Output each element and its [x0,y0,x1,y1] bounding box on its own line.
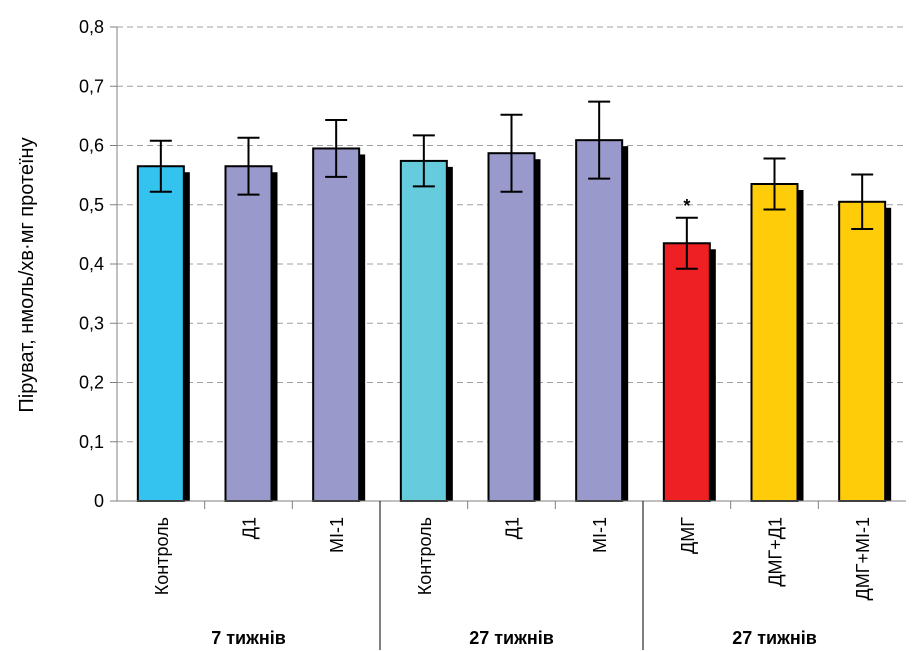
category-label: Контроль [152,517,172,595]
category-label: МІ-1 [327,517,347,553]
bar [662,242,711,502]
bar [750,183,799,502]
y-tick-label: 0 [94,491,104,511]
bar [224,165,273,503]
bar [399,159,448,502]
bar [312,147,361,502]
category-label: Контроль [415,517,435,595]
y-tick-label: 0,7 [79,76,104,96]
bar [487,152,536,502]
category-label: ДМГ+Д1 [766,517,786,587]
category-label: МІ-1 [590,517,610,553]
significance-marker: * [683,196,690,216]
y-tick-label: 0,2 [79,373,104,393]
group-label: 27 тижнів [469,628,554,648]
bar [575,139,624,502]
y-tick-label: 0,1 [79,432,104,452]
y-tick-label: 0,3 [79,313,104,333]
bar [838,200,887,502]
category-label: Д1 [240,517,260,539]
y-tick-label: 0,5 [79,195,104,215]
group-label: 7 тижнів [211,628,286,648]
y-tick-label: 0,4 [79,254,104,274]
group-label: 27 тижнів [732,628,817,648]
category-label: ДМГ [678,517,698,554]
y-axis-title: Піруват, нмоль/хв·мг протеїну [16,137,38,412]
bar [136,165,185,503]
category-label: Д1 [503,517,523,539]
y-tick-label: 0,6 [79,136,104,156]
category-label: ДМГ+МІ-1 [853,517,873,600]
y-tick-label: 0,8 [79,17,104,37]
